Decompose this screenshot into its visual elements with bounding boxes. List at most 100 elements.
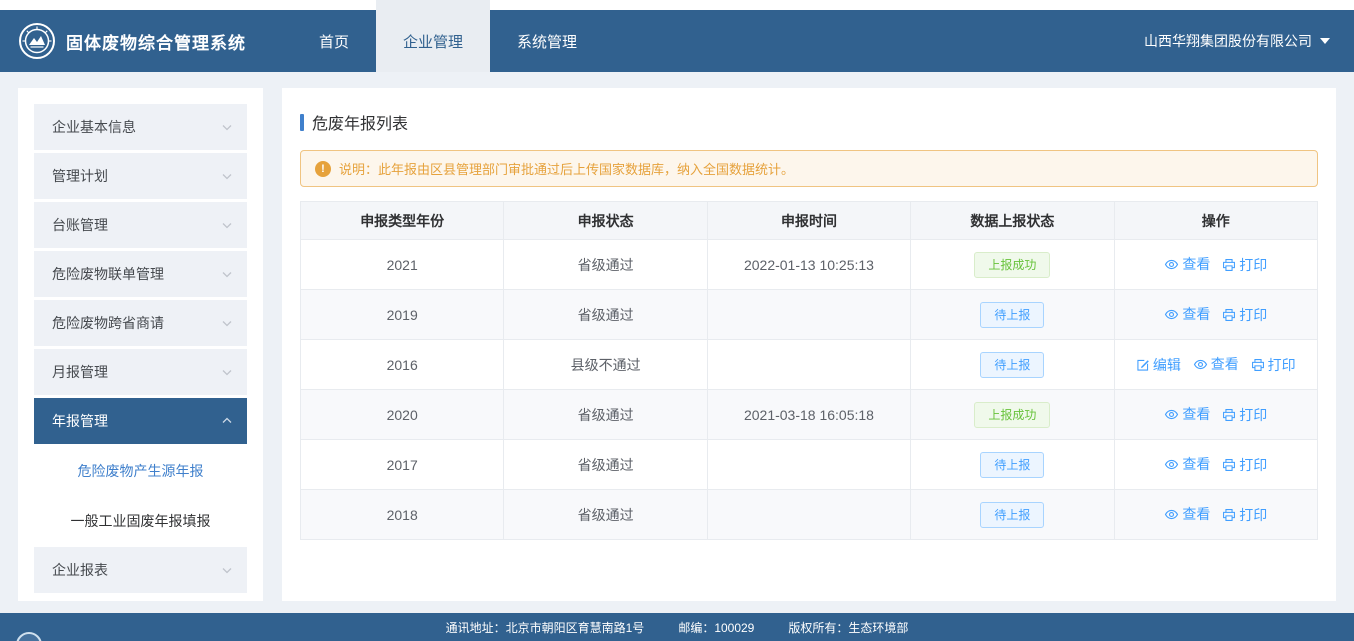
cell-year: 2017 [299, 439, 505, 490]
table-row: 2018 省级通过 待上报 查看 打印 [299, 489, 1319, 540]
sidebar-item-label: 台账管理 [52, 217, 108, 233]
footer-emblem-icon [16, 632, 42, 641]
cell-time [706, 489, 912, 540]
view-link[interactable]: 查看 [1164, 304, 1210, 324]
upload-status-badge[interactable]: 待上报 [980, 351, 1045, 378]
sidebar-item-label: 年报管理 [52, 413, 108, 429]
cell-status: 省级通过 [503, 389, 708, 440]
cell-time [706, 439, 912, 490]
col-header-actions: 操作 [1113, 201, 1319, 240]
nav-tab-system-label: 系统管理 [517, 33, 578, 51]
sidebar-item-monthly-report[interactable]: 月报管理 [34, 349, 247, 395]
sidebar-item-annual-report[interactable]: 年报管理 [34, 398, 247, 444]
nav-tab-system[interactable]: 系统管理 [490, 0, 604, 72]
annual-report-table: 申报类型年份 申报状态 申报时间 数据上报状态 操作 2021 省级通过 202… [299, 201, 1319, 540]
cell-time [706, 339, 912, 390]
sidebar: 企业基本信息 管理计划 台账管理 危险废物联单管理 危险废物跨省商请 月报管理 … [18, 88, 263, 601]
cell-status: 省级通过 [503, 489, 708, 540]
cell-year: 2021 [299, 239, 505, 290]
print-link[interactable]: 打印 [1222, 255, 1267, 275]
print-link-label: 打印 [1239, 406, 1268, 423]
view-link-label: 查看 [1182, 306, 1211, 323]
table-row: 2021 省级通过 2022-01-13 10:25:13 上报成功 查看 打印 [299, 239, 1319, 290]
sidebar-item-label: 企业报表 [52, 562, 108, 578]
notice-text: 说明：此年报由区县管理部门审批通过后上传国家数据库，纳入全国数据统计。 [339, 162, 795, 177]
chevron-down-icon [221, 170, 233, 182]
print-link[interactable]: 打印 [1222, 405, 1267, 425]
caret-down-icon [1320, 38, 1330, 44]
upload-status-badge[interactable]: 待上报 [980, 301, 1045, 328]
nav-tab-enterprise[interactable]: 企业管理 [376, 0, 491, 72]
chevron-down-icon [221, 317, 233, 329]
upload-status-badge[interactable]: 待上报 [980, 501, 1045, 528]
view-link-label: 查看 [1182, 256, 1211, 273]
nav-tab-enterprise-label: 企业管理 [403, 33, 464, 51]
sidebar-item-management-plan[interactable]: 管理计划 [34, 153, 247, 199]
sidebar-item-basic-info[interactable]: 企业基本信息 [34, 104, 247, 150]
edit-link[interactable]: 编辑 [1136, 355, 1181, 375]
nav-tab-home-label: 首页 [319, 33, 350, 51]
page-title: 危废年报列表 [312, 116, 409, 133]
content-area: 企业基本信息 管理计划 台账管理 危险废物联单管理 危险废物跨省商请 月报管理 … [0, 72, 1354, 613]
sidebar-subitem-label: 一般工业固废年报填报 [70, 512, 211, 529]
view-link[interactable]: 查看 [1164, 404, 1210, 424]
section-title: 危废年报列表 [300, 110, 1318, 134]
warning-icon: ! [315, 160, 331, 177]
view-link-label: 查看 [1182, 506, 1211, 523]
table-row: 2017 省级通过 待上报 查看 打印 [299, 439, 1319, 490]
col-header-upload-status: 数据上报状态 [910, 201, 1115, 240]
top-bar: 固体废物综合管理系统 首页 企业管理 系统管理 山西华翔集团股份有限公司 [0, 0, 1354, 72]
col-header-time: 申报时间 [706, 201, 912, 240]
cell-status: 省级通过 [503, 439, 708, 490]
chevron-down-icon [221, 366, 233, 378]
view-link[interactable]: 查看 [1164, 504, 1210, 524]
cell-status: 县级不通过 [503, 339, 708, 390]
table-row: 2019 省级通过 待上报 查看 打印 [299, 289, 1319, 340]
sidebar-item-label: 月报管理 [52, 364, 108, 380]
cell-time [706, 289, 912, 340]
company-name: 山西华翔集团股份有限公司 [1144, 33, 1312, 49]
view-link[interactable]: 查看 [1193, 354, 1239, 374]
view-link-label: 查看 [1182, 406, 1211, 423]
chevron-down-icon [221, 268, 233, 280]
upload-status-badge[interactable]: 待上报 [980, 451, 1045, 478]
print-link-label: 打印 [1267, 356, 1296, 373]
footer-postcode: 邮编：100029 [678, 620, 755, 635]
cell-year: 2019 [299, 289, 505, 340]
print-link[interactable]: 打印 [1222, 305, 1267, 325]
footer-address: 通讯地址：北京市朝阳区育慧南路1号 [445, 620, 645, 635]
chevron-down-icon [221, 121, 233, 133]
brand: 固体废物综合管理系统 [0, 0, 246, 72]
title-marker-bar [300, 113, 304, 131]
sidebar-subitem-hazard-annual-report[interactable]: 危险废物产生源年报 [34, 447, 247, 494]
ministry-emblem-logo-icon [18, 22, 56, 60]
col-header-status: 申报状态 [503, 201, 708, 240]
print-link[interactable]: 打印 [1222, 505, 1267, 525]
table-row: 2020 省级通过 2021-03-18 16:05:18 上报成功 查看 打印 [299, 389, 1319, 440]
cell-status: 省级通过 [503, 289, 708, 340]
print-link[interactable]: 打印 [1251, 355, 1296, 375]
sidebar-item-label: 企业基本信息 [52, 119, 136, 135]
nav-tab-home[interactable]: 首页 [292, 0, 376, 72]
view-link[interactable]: 查看 [1164, 254, 1210, 274]
print-link-label: 打印 [1239, 506, 1268, 523]
main-panel: 危废年报列表 ! 说明：此年报由区县管理部门审批通过后上传国家数据库，纳入全国数… [282, 88, 1336, 601]
view-link[interactable]: 查看 [1164, 454, 1210, 474]
sidebar-item-cross-province[interactable]: 危险废物跨省商请 [34, 300, 247, 346]
company-menu[interactable]: 山西华翔集团股份有限公司 [1144, 0, 1354, 72]
view-link-label: 查看 [1182, 456, 1211, 473]
sidebar-subitem-general-solid-waste-report[interactable]: 一般工业固废年报填报 [34, 497, 247, 544]
sidebar-item-enterprise-reports[interactable]: 企业报表 [34, 547, 247, 593]
cell-time: 2021-03-18 16:05:18 [706, 389, 912, 440]
sidebar-item-ledger[interactable]: 台账管理 [34, 202, 247, 248]
cell-year: 2020 [299, 389, 505, 440]
print-link-label: 打印 [1239, 456, 1268, 473]
sidebar-item-manifest[interactable]: 危险废物联单管理 [34, 251, 247, 297]
table-header-row: 申报类型年份 申报状态 申报时间 数据上报状态 操作 [299, 201, 1319, 240]
print-link-label: 打印 [1239, 306, 1268, 323]
cell-time: 2022-01-13 10:25:13 [706, 239, 912, 290]
print-link-label: 打印 [1239, 256, 1268, 273]
sidebar-item-label: 危险废物跨省商请 [52, 315, 164, 331]
chevron-down-icon [221, 219, 233, 231]
print-link[interactable]: 打印 [1222, 455, 1267, 475]
